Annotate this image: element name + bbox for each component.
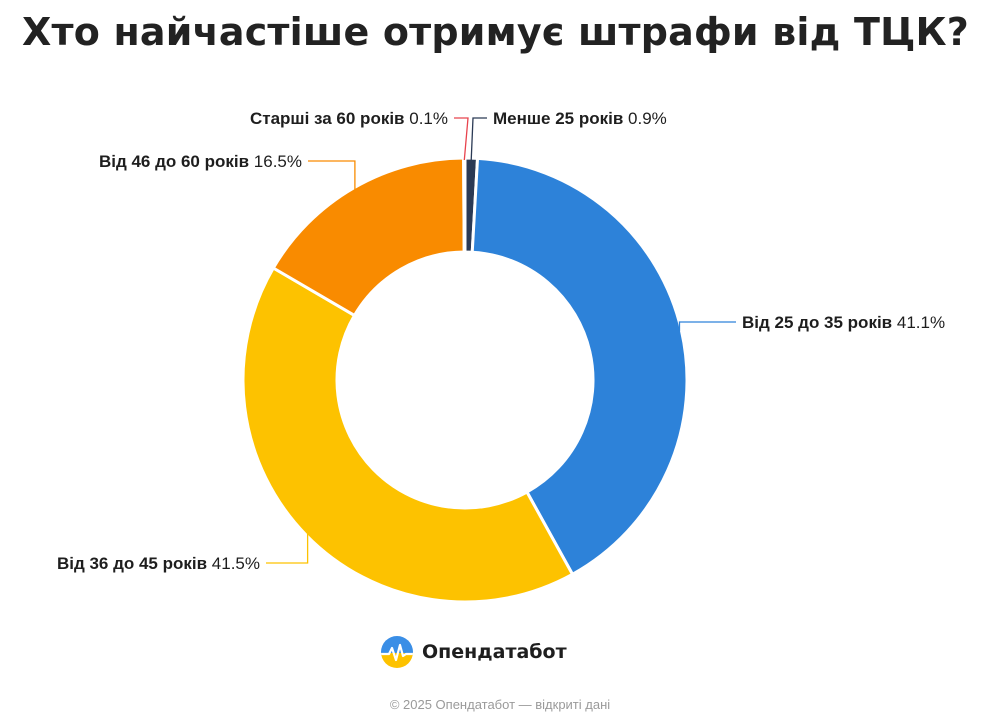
- data-label-name: Менше 25 років: [493, 109, 628, 128]
- data-label-value: 0.9%: [628, 109, 667, 128]
- leader-line-3: [266, 533, 309, 564]
- donut-slice-3[interactable]: [241, 266, 574, 604]
- data-label-2: Від 25 до 35 років 41.1%: [742, 313, 945, 332]
- data-label-value: 41.1%: [897, 313, 945, 332]
- leader-line-1: [470, 117, 487, 161]
- opendatabot-logo-icon: [381, 636, 413, 668]
- leader-line-2: [678, 321, 736, 332]
- data-label-3: Від 36 до 45 років 41.5%: [57, 554, 260, 573]
- data-label-name: Від 46 до 60 років: [99, 152, 254, 171]
- leader-line-5: [454, 117, 469, 161]
- data-label-name: Від 25 до 35 років: [742, 313, 897, 332]
- brand-name: Опендатабот: [422, 641, 567, 663]
- data-label-value: 0.1%: [409, 109, 448, 128]
- leader-line-4: [308, 160, 356, 190]
- donut-slice-5[interactable]: [462, 156, 467, 254]
- data-label-1: Менше 25 років 0.9%: [493, 109, 667, 128]
- data-label-5: Старші за 60 років 0.1%: [250, 109, 448, 128]
- data-label-name: Від 36 до 45 років: [57, 554, 212, 573]
- data-label-name: Старші за 60 років: [250, 109, 409, 128]
- data-label-value: 41.5%: [212, 554, 260, 573]
- page-title: Хто найчастіше отримує штрафи від ТЦК?: [22, 10, 970, 54]
- brand-logo: Опендатабот: [380, 635, 567, 669]
- donut-slice-2[interactable]: [470, 156, 689, 576]
- copyright-footer: © 2025 Опендатабот — відкриті дані: [389, 697, 611, 712]
- data-label-4: Від 46 до 60 років 16.5%: [99, 152, 302, 171]
- data-label-value: 16.5%: [254, 152, 302, 171]
